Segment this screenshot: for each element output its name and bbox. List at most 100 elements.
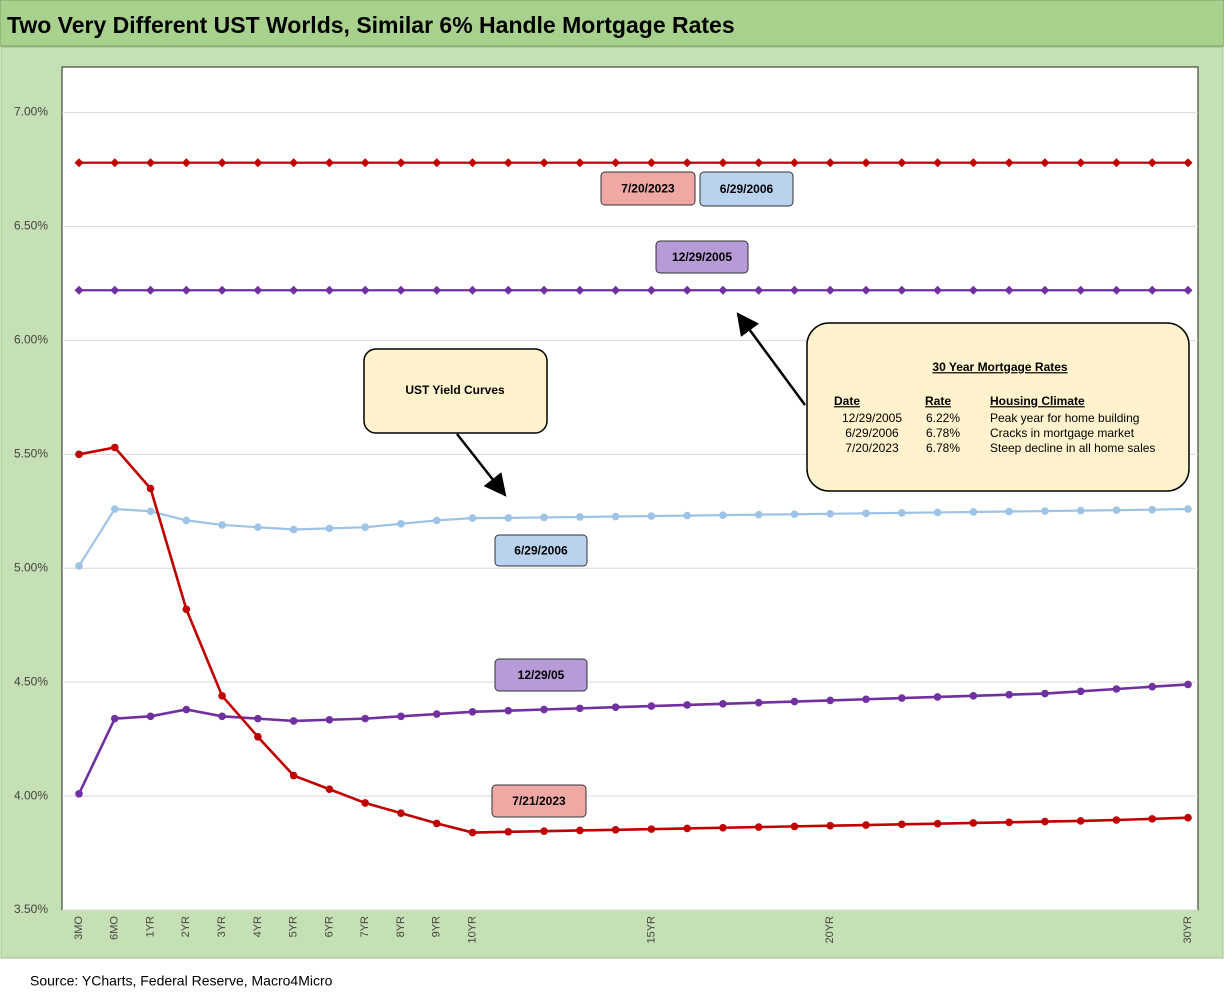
point	[1147, 285, 1157, 295]
point	[1076, 817, 1085, 825]
point	[646, 285, 656, 295]
point	[933, 508, 942, 517]
point	[540, 705, 548, 714]
point	[110, 158, 120, 168]
series-label-box	[655, 240, 749, 274]
point	[325, 785, 334, 794]
point	[862, 821, 870, 829]
point	[647, 702, 656, 710]
x-tick-label: 4YR	[252, 916, 264, 937]
y-tick-label: 4.00%	[14, 788, 48, 802]
point	[1004, 158, 1014, 168]
table-cell: Cracks in mortgage market	[990, 426, 1135, 440]
y-tick-label: 6.50%	[14, 219, 48, 233]
series-label-box	[494, 534, 588, 567]
point	[1076, 158, 1086, 168]
table-cell: 6.78%	[926, 441, 960, 455]
y-tick-label: 3.50%	[14, 902, 48, 916]
point	[324, 158, 334, 168]
point	[504, 828, 513, 836]
table-cell: 12/29/2005	[842, 411, 902, 425]
point	[325, 715, 334, 724]
point	[647, 512, 656, 520]
point	[611, 703, 620, 712]
title-bar	[0, 0, 1224, 47]
point	[361, 523, 369, 532]
series-line	[78, 507, 1189, 567]
point	[576, 704, 584, 713]
point	[826, 696, 835, 705]
point	[432, 710, 441, 718]
callout-text: UST Yield Curves	[405, 383, 505, 397]
point	[110, 443, 119, 452]
point	[503, 158, 513, 168]
point	[862, 695, 870, 704]
point	[289, 285, 299, 295]
callout-box	[363, 348, 548, 434]
point	[539, 158, 549, 168]
point	[790, 822, 799, 831]
point	[825, 158, 835, 168]
point	[539, 285, 549, 295]
y-tick-label: 5.50%	[14, 446, 48, 460]
point	[719, 511, 727, 519]
series-line	[78, 446, 1189, 834]
point	[789, 158, 799, 168]
point	[1076, 687, 1085, 696]
point	[898, 694, 906, 702]
point	[468, 828, 477, 837]
point	[289, 717, 298, 725]
point	[110, 285, 120, 295]
series-label: 12/29/2005	[672, 250, 732, 264]
x-tick-label: 6YR	[323, 916, 335, 937]
point	[825, 285, 835, 295]
point	[218, 521, 226, 529]
point	[790, 697, 799, 706]
point	[719, 700, 727, 708]
point	[682, 158, 692, 168]
point	[1148, 815, 1157, 823]
point	[217, 285, 227, 295]
point	[754, 158, 764, 168]
point	[181, 285, 191, 295]
point	[504, 706, 513, 715]
point	[754, 285, 764, 295]
point	[432, 516, 441, 525]
point	[146, 158, 156, 168]
point	[1112, 816, 1121, 824]
point	[1111, 285, 1121, 295]
point	[898, 820, 906, 829]
point	[182, 705, 191, 714]
point	[1076, 285, 1086, 295]
point	[146, 285, 156, 295]
table-cell: 6/29/2006	[845, 426, 899, 440]
point	[861, 285, 871, 295]
table-cell: Peak year for home building	[990, 411, 1139, 425]
x-tick-label: 1YR	[144, 916, 156, 937]
point	[432, 158, 442, 168]
table-cell: 6.22%	[926, 411, 960, 425]
point	[1041, 817, 1049, 826]
x-tick-label: 9YR	[431, 916, 443, 937]
point	[1147, 158, 1157, 168]
point	[576, 513, 584, 521]
series-label-box	[494, 658, 588, 692]
point	[74, 158, 84, 168]
point	[324, 285, 334, 295]
point	[1004, 285, 1014, 295]
point	[218, 712, 226, 721]
point	[1184, 680, 1192, 689]
point	[253, 158, 263, 168]
point	[719, 823, 727, 832]
series-label: 6/29/2006	[720, 182, 774, 196]
point	[1005, 507, 1013, 516]
point	[396, 285, 406, 295]
point	[647, 825, 656, 833]
point	[110, 714, 119, 723]
x-tick-label: 15YR	[645, 916, 657, 944]
x-tick-label: 20YR	[824, 916, 836, 944]
point	[1148, 505, 1157, 514]
point	[1040, 285, 1050, 295]
point	[897, 158, 907, 168]
point	[1076, 506, 1085, 515]
